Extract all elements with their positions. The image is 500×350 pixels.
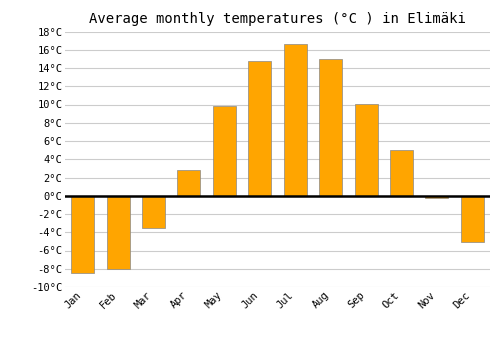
Bar [71,196,94,273]
Bar [142,196,165,228]
Bar [319,59,342,196]
Bar [390,150,413,196]
Bar [106,196,130,269]
Bar [461,196,484,242]
Bar [178,170,201,196]
Title: Average monthly temperatures (°C ) in Elimäki: Average monthly temperatures (°C ) in El… [89,12,466,26]
Bar [213,106,236,196]
Bar [248,61,272,196]
Bar [426,196,448,198]
Bar [284,44,306,196]
Bar [354,104,378,196]
